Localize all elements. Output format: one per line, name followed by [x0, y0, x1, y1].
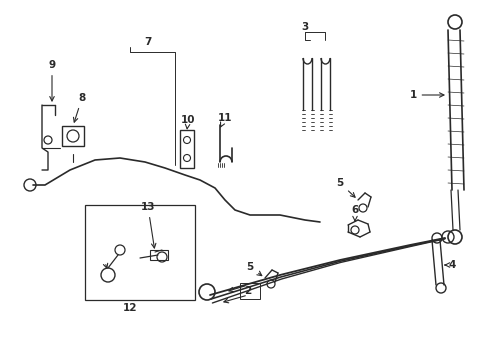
Text: 11: 11 — [218, 113, 232, 127]
Text: 12: 12 — [123, 303, 137, 313]
Bar — [240, 283, 260, 299]
Text: 8: 8 — [74, 93, 86, 122]
Text: 1: 1 — [409, 90, 444, 100]
Text: 7: 7 — [145, 37, 152, 47]
Bar — [62, 126, 84, 146]
Text: 3: 3 — [301, 22, 309, 32]
Text: 5: 5 — [336, 178, 355, 197]
Text: 6: 6 — [351, 205, 359, 221]
Text: 5: 5 — [246, 262, 262, 276]
Text: 9: 9 — [49, 60, 55, 101]
Text: 13: 13 — [141, 202, 156, 248]
Bar — [180, 130, 194, 168]
Text: 2: 2 — [245, 286, 252, 296]
Text: 4: 4 — [445, 260, 456, 270]
Bar — [85, 205, 195, 300]
Bar — [150, 250, 168, 260]
Text: 10: 10 — [181, 115, 195, 129]
